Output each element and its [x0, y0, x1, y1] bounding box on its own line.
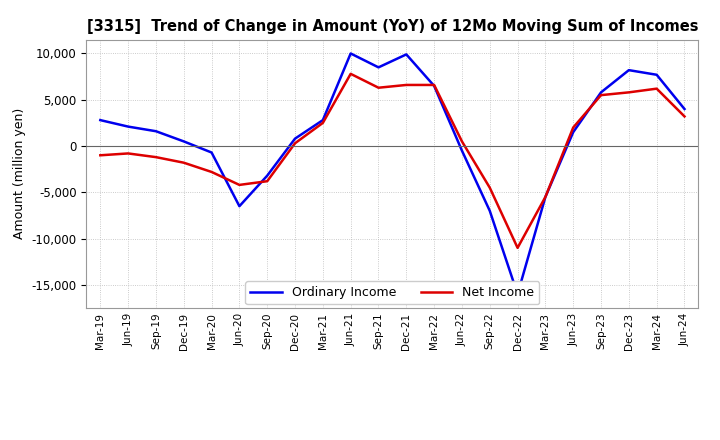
Ordinary Income [597, 90, 606, 95]
Y-axis label: Amount (million yen): Amount (million yen) [13, 108, 26, 239]
Net Income [291, 141, 300, 146]
Net Income [569, 125, 577, 130]
Legend: Ordinary Income, Net Income: Ordinary Income, Net Income [246, 282, 539, 304]
Net Income [458, 139, 467, 144]
Ordinary Income [207, 150, 216, 155]
Ordinary Income [179, 139, 188, 144]
Net Income [430, 82, 438, 88]
Net Income [346, 71, 355, 77]
Ordinary Income [152, 128, 161, 134]
Net Income [235, 182, 243, 187]
Ordinary Income [458, 148, 467, 153]
Ordinary Income [569, 129, 577, 135]
Ordinary Income [402, 52, 410, 57]
Net Income [96, 153, 104, 158]
Ordinary Income [124, 124, 132, 129]
Ordinary Income [96, 117, 104, 123]
Ordinary Income [374, 65, 383, 70]
Ordinary Income [430, 83, 438, 88]
Net Income [124, 151, 132, 156]
Net Income [652, 86, 661, 91]
Ordinary Income [680, 106, 689, 112]
Net Income [541, 194, 550, 200]
Net Income [597, 92, 606, 98]
Ordinary Income [263, 173, 271, 178]
Ordinary Income [652, 72, 661, 77]
Net Income [263, 179, 271, 184]
Ordinary Income [624, 67, 633, 73]
Net Income [207, 169, 216, 175]
Ordinary Income [485, 208, 494, 213]
Ordinary Income [346, 51, 355, 56]
Ordinary Income [318, 117, 327, 123]
Net Income [402, 82, 410, 88]
Ordinary Income [541, 194, 550, 200]
Net Income [179, 160, 188, 165]
Ordinary Income [235, 204, 243, 209]
Net Income [485, 185, 494, 191]
Ordinary Income [291, 136, 300, 141]
Ordinary Income [513, 291, 522, 297]
Net Income [624, 90, 633, 95]
Line: Ordinary Income: Ordinary Income [100, 54, 685, 294]
Net Income [513, 245, 522, 250]
Net Income [680, 114, 689, 119]
Title: [3315]  Trend of Change in Amount (YoY) of 12Mo Moving Sum of Incomes: [3315] Trend of Change in Amount (YoY) o… [86, 19, 698, 34]
Net Income [152, 154, 161, 160]
Line: Net Income: Net Income [100, 74, 685, 248]
Net Income [318, 120, 327, 125]
Net Income [374, 85, 383, 90]
